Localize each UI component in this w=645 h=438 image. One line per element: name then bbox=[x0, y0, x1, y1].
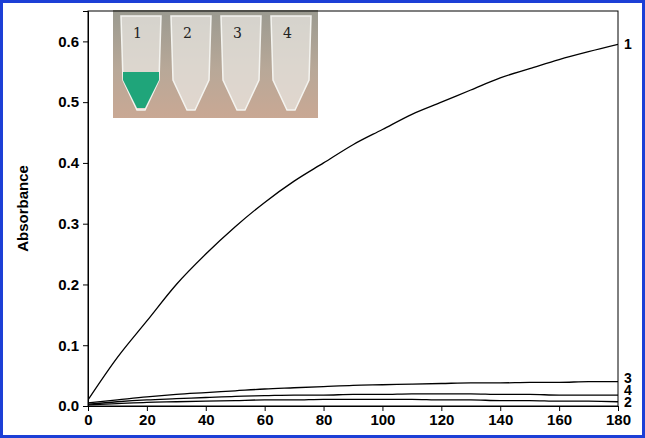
series-line bbox=[88, 44, 618, 400]
tick: 0 bbox=[84, 406, 92, 428]
tick: 0.6 bbox=[58, 33, 88, 50]
outer-border bbox=[2, 2, 644, 437]
tube-label: 1 bbox=[133, 25, 142, 41]
tick-label: 0.3 bbox=[58, 215, 79, 232]
line-end-label: 1 bbox=[624, 36, 632, 52]
series-line bbox=[88, 394, 618, 404]
tick-label: 80 bbox=[316, 411, 333, 428]
tick-label: 100 bbox=[370, 411, 395, 428]
tube bbox=[271, 16, 311, 110]
tick-label: 0.4 bbox=[58, 154, 80, 171]
x-axis: 0 20 40 60 80 100 120 140 160 180 bbox=[84, 406, 631, 428]
tick: 100 bbox=[370, 406, 395, 428]
tube-liquid bbox=[123, 72, 159, 108]
tube bbox=[121, 16, 161, 110]
chart: 12340204060801001201401601800.00.10.20.3… bbox=[0, 0, 645, 438]
tube-label: 2 bbox=[183, 25, 192, 41]
tick: 120 bbox=[429, 406, 454, 428]
tick-label: 120 bbox=[429, 411, 454, 428]
tick-label: 180 bbox=[606, 411, 631, 428]
tube bbox=[221, 16, 261, 110]
tick-mark bbox=[83, 163, 88, 164]
tick-mark bbox=[83, 41, 88, 42]
tick: 60 bbox=[257, 406, 274, 428]
tube-label: 4 bbox=[283, 25, 292, 41]
inset-photo: 1 2 3 4 bbox=[113, 10, 318, 118]
tube bbox=[171, 16, 211, 110]
tick-label: 20 bbox=[139, 411, 156, 428]
tick: 0.1 bbox=[58, 337, 88, 354]
y-axis-title: Absorbance bbox=[14, 165, 31, 252]
series-line bbox=[88, 382, 618, 403]
tick: 80 bbox=[316, 406, 333, 428]
tick-label: 0.1 bbox=[58, 337, 79, 354]
plot-area bbox=[88, 44, 618, 404]
tick-mark bbox=[83, 224, 88, 225]
tick: 0.0 bbox=[58, 397, 88, 414]
tick-label: 0.6 bbox=[58, 33, 79, 50]
tick-mark bbox=[83, 406, 88, 407]
axis-line bbox=[89, 407, 619, 412]
inset-background bbox=[113, 10, 318, 118]
tick: 0.3 bbox=[58, 215, 88, 232]
tick-label: 0.2 bbox=[58, 276, 79, 293]
tick: 40 bbox=[198, 406, 215, 428]
tick-mark bbox=[83, 284, 88, 285]
line-end-label: 3 bbox=[624, 370, 632, 386]
y-axis: 0.0 0.1 0.2 0.3 0.4 0.5 0.6 bbox=[58, 12, 88, 415]
tick-label: 40 bbox=[198, 411, 215, 428]
series-line bbox=[88, 399, 618, 404]
tick: 20 bbox=[139, 406, 156, 428]
tick-label: 60 bbox=[257, 411, 274, 428]
tick: 0.4 bbox=[58, 154, 88, 171]
tick: 0.5 bbox=[58, 93, 88, 110]
tick: 0.2 bbox=[58, 276, 88, 293]
tick: 160 bbox=[547, 406, 572, 428]
tick-mark bbox=[83, 102, 88, 103]
tick-label: 160 bbox=[547, 411, 572, 428]
tick-label: 0 bbox=[84, 411, 92, 428]
tick: 140 bbox=[488, 406, 513, 428]
axis-line bbox=[83, 12, 89, 407]
tick-label: 140 bbox=[488, 411, 513, 428]
plot-frame bbox=[88, 11, 618, 406]
tick-label: 0.5 bbox=[58, 93, 79, 110]
tick-label: 0.0 bbox=[58, 397, 79, 414]
tube-label: 3 bbox=[233, 25, 242, 41]
tick-mark bbox=[83, 345, 88, 346]
